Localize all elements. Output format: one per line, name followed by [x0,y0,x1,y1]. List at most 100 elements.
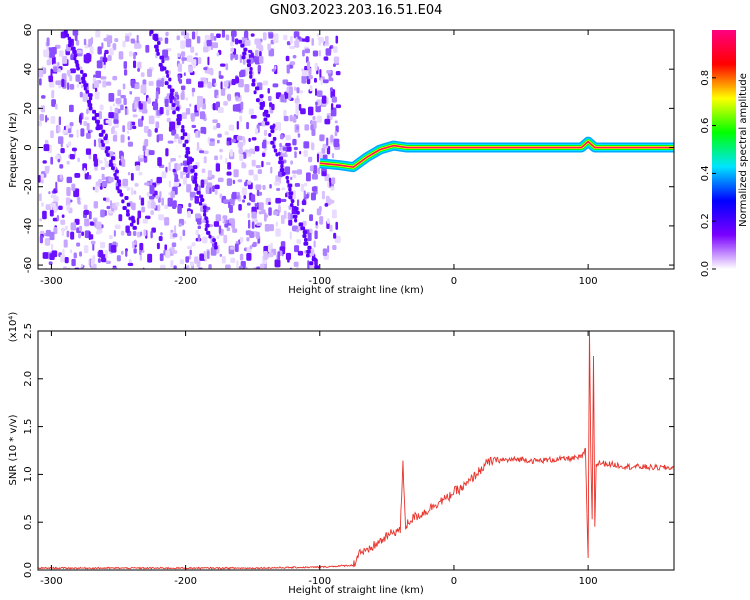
colorbar-tick-label: 0.6 [700,118,711,134]
noise-cell [92,242,95,251]
noise-cell [76,129,79,138]
noise-cell [244,266,248,269]
noise-cell [132,230,137,237]
noise-cell [95,181,101,188]
noise-cell [124,108,128,116]
noise-cell [243,33,248,38]
noise-cell [197,234,201,242]
noise-cell [155,121,160,129]
noise-streak-cell [126,212,130,217]
noise-cell [268,201,271,206]
noise-cell [107,35,113,44]
noise-cell [254,145,260,152]
noise-cell [137,67,140,72]
noise-cell [249,245,253,250]
noise-cell [132,241,135,249]
noise-streak-cell [289,202,294,207]
noise-cell [251,159,256,167]
noise-cell [165,109,170,116]
noise-cell [194,195,200,204]
noise-streak-cell [302,234,307,239]
noise-cell [165,31,169,37]
noise-streak-cell [116,179,122,184]
noise-cell [238,239,241,245]
noise-cell [170,190,176,198]
noise-cell [214,189,218,195]
noise-cell [125,35,130,42]
noise-cell [55,181,58,191]
noise-cell [186,78,192,85]
noise-cell [289,213,293,220]
noise-cell [244,181,248,187]
noise-cell [112,43,117,51]
noise-cell [64,225,68,230]
noise-cell [308,264,315,269]
noise-cell [311,38,314,46]
noise-cell [314,230,318,240]
noise-cell [228,124,234,131]
noise-cell [241,161,245,167]
noise-cell [324,118,331,125]
noise-streak-cell [312,269,316,273]
noise-cell [291,170,298,174]
noise-cell [199,253,206,261]
noise-cell [283,115,289,122]
snr-ytick-label: 1.0 [23,466,34,482]
colorbar-tick-label: 0.4 [700,165,711,181]
noise-cell [216,139,220,144]
noise-cell [123,97,127,106]
noise-cell [133,248,137,254]
noise-cell [70,231,75,240]
noise-cell [225,157,228,165]
noise-cell [100,241,106,249]
noise-cell [330,134,334,143]
noise-cell [191,31,196,40]
noise-streak-cell [268,133,272,138]
noise-cell [256,222,263,227]
noise-cell [142,218,148,224]
noise-cell [329,224,333,232]
noise-streak-cell [309,261,314,266]
noise-streak-cell [119,192,124,197]
noise-cell [232,104,237,112]
noise-cell [306,78,311,85]
noise-cell [182,160,189,166]
noise-cell [235,95,239,101]
noise-cell [332,245,337,250]
noise-cell [319,216,324,225]
noise-cell [300,183,305,192]
noise-cell [122,178,129,187]
noise-cell [164,204,169,210]
noise-cell [108,151,114,158]
noise-cell [120,95,126,99]
noise-cell [136,217,140,225]
noise-cell [199,111,206,120]
noise-streak-cell [76,66,80,71]
noise-cell [69,75,73,82]
noise-cell [127,141,134,147]
noise-streak-cell [154,37,159,42]
noise-streak-cell [182,143,187,148]
noise-cell [289,114,293,122]
noise-cell [247,212,250,219]
noise-cell [64,257,69,264]
noise-cell [238,265,243,269]
noise-cell [189,191,196,198]
noise-cell [42,252,49,259]
noise-cell [48,75,54,83]
noise-cell [148,195,155,200]
noise-cell [176,163,181,171]
noise-cell [281,187,285,191]
noise-cell [172,233,178,238]
noise-cell [139,231,143,237]
noise-cell [312,50,319,57]
noise-cell [231,78,236,86]
noise-cell [333,138,340,148]
noise-cell [273,37,279,44]
noise-cell [327,245,330,253]
noise-cell [229,246,236,250]
noise-cell [237,141,244,148]
noise-cell [254,203,259,207]
noise-cell [212,103,216,111]
